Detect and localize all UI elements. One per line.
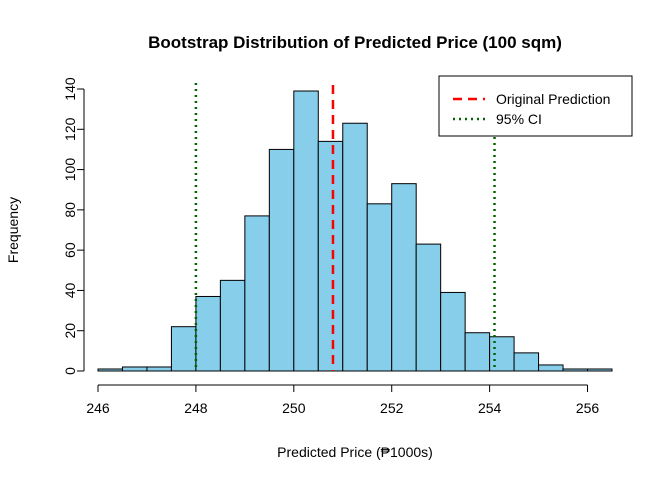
x-tick-label: 256: [576, 400, 600, 416]
y-tick-label: 80: [62, 202, 78, 218]
histogram-bar: [219, 279, 246, 372]
y-tick-label: 140: [62, 77, 78, 101]
y-tick-label: 100: [62, 158, 78, 182]
x-tick-label: 254: [478, 400, 502, 416]
x-tick-label: 252: [380, 400, 404, 416]
histogram-bar: [562, 368, 589, 372]
y-tick-label: 40: [62, 282, 78, 298]
legend: Original Prediction 95% CI: [438, 75, 633, 137]
y-tick-label: 0: [62, 367, 78, 375]
histogram-bar: [293, 90, 319, 372]
y-tick-label: 60: [62, 242, 78, 258]
histogram-bar: [244, 215, 270, 372]
x-tick-label: 250: [282, 400, 306, 416]
histogram-bar: [268, 148, 295, 372]
x-axis: 246 248 250 252 254 256: [86, 384, 600, 416]
histogram-bar: [464, 332, 491, 372]
histogram-bar: [440, 291, 466, 372]
y-tick-label: 120: [62, 117, 78, 141]
histogram-bar: [342, 122, 368, 372]
histogram-bar: [121, 366, 148, 372]
x-axis-label: Predicted Price (₱1000s): [277, 444, 433, 460]
histogram-bars: [97, 90, 613, 372]
histogram-bar: [317, 140, 344, 372]
histogram-bar: [366, 203, 393, 372]
histogram-bar: [415, 243, 442, 372]
histogram-bar: [587, 368, 613, 372]
x-tick-label: 246: [86, 400, 110, 416]
x-tick-label: 248: [184, 400, 208, 416]
y-axis-label: Frequency: [5, 197, 21, 263]
legend-label: Original Prediction: [496, 91, 610, 107]
y-tick-label: 20: [62, 323, 78, 339]
y-axis: 0 20 40 60 80 100 120 140: [62, 77, 85, 375]
histogram-bar: [97, 368, 123, 372]
histogram-bar: [170, 326, 197, 372]
histogram-bar: [513, 352, 540, 372]
histogram-bar: [391, 183, 417, 372]
legend-label: 95% CI: [496, 111, 542, 127]
histogram-bar: [538, 364, 564, 372]
histogram-bar: [195, 295, 221, 372]
histogram-bar: [146, 366, 172, 372]
chart-title: Bootstrap Distribution of Predicted Pric…: [148, 33, 562, 52]
legend-box: [438, 75, 633, 137]
